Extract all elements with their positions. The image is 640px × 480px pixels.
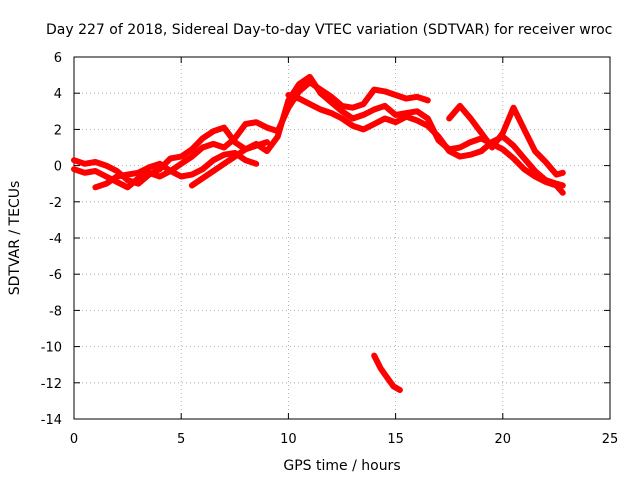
grid: [74, 57, 610, 419]
chart-title: Day 227 of 2018, Sidereal Day-to-day VTE…: [46, 22, 612, 38]
x-tick-label: 5: [177, 432, 185, 447]
y-tick-label: -14: [41, 413, 62, 428]
y-tick-label: 0: [54, 160, 62, 175]
series-line-track-5: [285, 92, 566, 189]
x-tick-label: 10: [280, 432, 297, 447]
x-tick-label: 0: [70, 432, 78, 447]
y-tick-label: 2: [54, 123, 62, 138]
series-line-track-3: [92, 149, 260, 191]
y-tick-labels: 6 4 2 0 -2 -4 -6 -8 -10 -12 -14: [41, 51, 62, 428]
x-tick-label: 15: [387, 432, 404, 447]
x-tick-label: 25: [602, 432, 619, 447]
x-tick-label: 20: [495, 432, 512, 447]
y-axis-label: SDTVAR / TECUs: [7, 181, 23, 296]
axis-ticks: [73, 56, 611, 420]
y-tick-label: -10: [41, 341, 62, 356]
x-tick-labels: 0 5 10 15 20 25: [70, 432, 618, 447]
series-line-track-6: [446, 102, 566, 178]
series-line-track-4: [188, 73, 566, 196]
x-axis-label: GPS time / hours: [283, 458, 400, 474]
series-line-track-7: [371, 352, 403, 393]
y-tick-label: -12: [41, 377, 62, 392]
series-line-track-2: [71, 79, 431, 191]
y-tick-label: 6: [54, 51, 62, 66]
y-tick-label: -6: [49, 268, 62, 283]
y-tick-label: 4: [54, 87, 62, 102]
y-tick-label: -8: [49, 304, 62, 319]
data-series: [71, 73, 566, 393]
y-tick-label: -2: [49, 196, 62, 211]
y-tick-label: -4: [49, 232, 62, 247]
